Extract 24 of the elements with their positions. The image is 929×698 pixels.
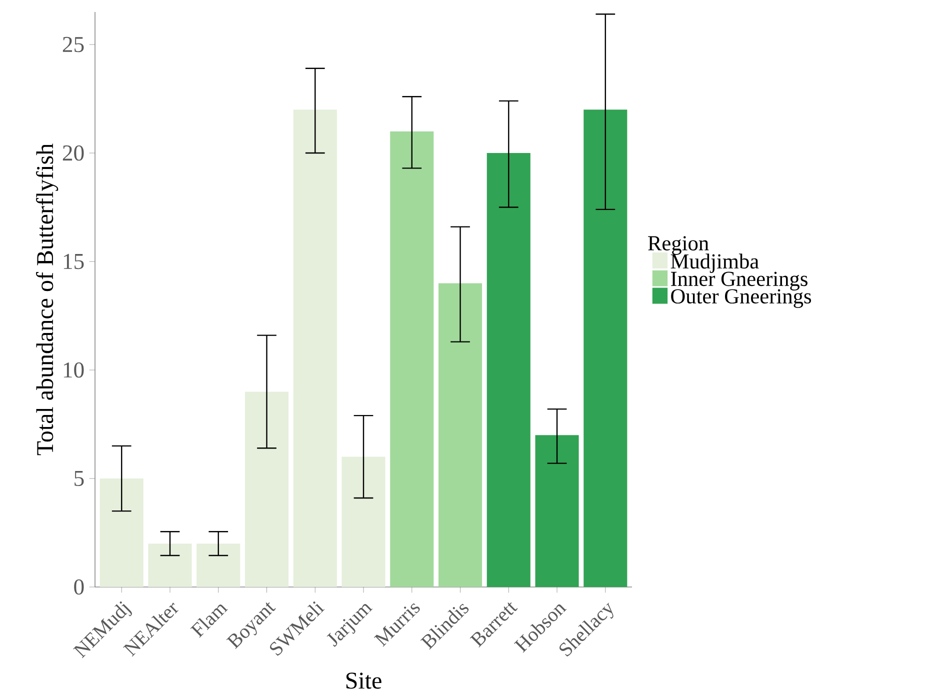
bar xyxy=(293,110,337,587)
bar xyxy=(390,131,434,587)
x-tick-label: Flam xyxy=(190,604,228,638)
y-tick-label: 15 xyxy=(64,254,84,270)
y-tick-label: 5 xyxy=(74,470,84,486)
bar xyxy=(100,478,144,587)
bar xyxy=(438,283,482,587)
legend-label: Mudjimba xyxy=(670,254,759,273)
bar xyxy=(535,435,579,587)
bar xyxy=(584,110,628,587)
legend-label: Outer Gneerings xyxy=(671,289,812,308)
y-tick-label: 20 xyxy=(62,145,84,161)
bar xyxy=(196,544,240,587)
x-axis-title: Site xyxy=(346,672,382,689)
y-tick-label: 10 xyxy=(64,362,84,378)
y-tick-label: 0 xyxy=(74,579,84,595)
bar xyxy=(244,392,289,587)
y-tick-label: 25 xyxy=(62,36,84,52)
bar xyxy=(486,153,530,587)
legend-label: Inner Gneerings xyxy=(670,272,808,290)
bar xyxy=(148,544,192,587)
y-axis-title: Total abundance of Butterflyfish xyxy=(36,144,58,456)
legend-title: Region xyxy=(648,236,709,255)
bar xyxy=(342,456,386,587)
